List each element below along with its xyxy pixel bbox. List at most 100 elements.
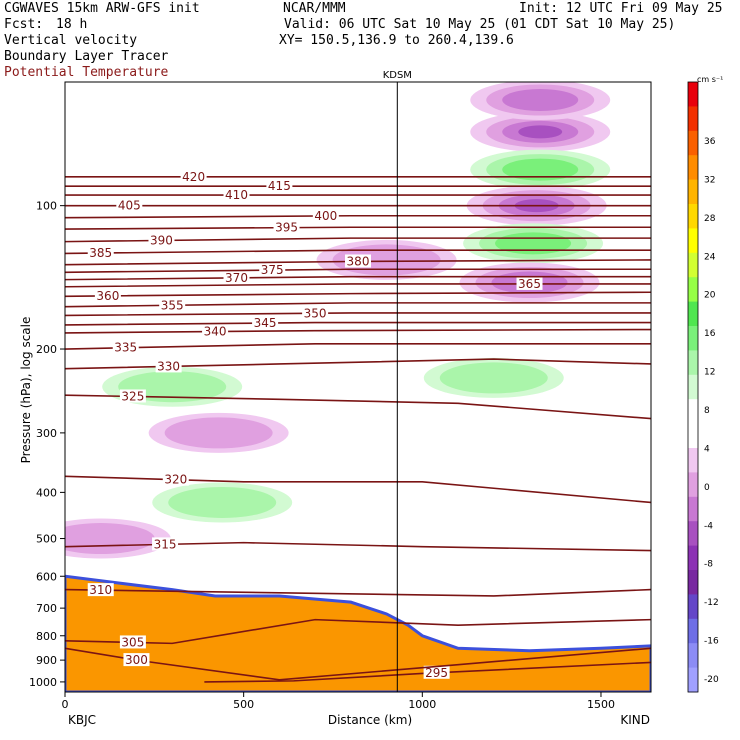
w-blob-7-1 xyxy=(164,417,273,449)
theta-label-370: 370 xyxy=(225,271,248,285)
colorbar-swatch-23 xyxy=(688,643,698,669)
station-marker-label: KDSM xyxy=(383,70,412,81)
colorbar-tick-1: 32 xyxy=(704,175,715,185)
theta-label-bg-350 xyxy=(302,306,329,320)
y-tick-label-7: 800 xyxy=(36,630,57,643)
colorbar-swatch-21 xyxy=(688,594,698,620)
w-blob-5-2 xyxy=(502,88,579,111)
colorbar-tick-10: -4 xyxy=(704,521,713,531)
theta-label-bg-310 xyxy=(87,583,114,597)
theta-label-bg-355 xyxy=(159,298,186,312)
theta-label-350: 350 xyxy=(304,306,327,320)
theta-label-390: 390 xyxy=(150,233,173,247)
theta-contour-400 xyxy=(65,214,651,219)
theta-label-335: 335 xyxy=(114,341,137,355)
theta-contour-360 xyxy=(65,291,651,298)
colorbar-tick-2: 28 xyxy=(704,214,716,224)
y-tick-label-9: 1000 xyxy=(29,676,57,689)
theta-label-bg-340 xyxy=(202,324,229,338)
colorbar-tick-14: -20 xyxy=(704,675,719,685)
theta-label-410: 410 xyxy=(225,188,248,202)
colorbar-swatch-0 xyxy=(688,82,698,107)
theta-label-415: 415 xyxy=(268,179,291,193)
colorbar-tick-8: 4 xyxy=(704,444,710,454)
colorbar: 36 32 28 24 20 16 12 8 4 0 -4 -8 -12 -16 -20 xyxy=(687,81,719,693)
theta-label-345: 345 xyxy=(254,316,277,330)
theta-label-bg-370 xyxy=(223,270,250,284)
colorbar-tick-12: -12 xyxy=(704,598,719,608)
colorbar-swatch-24 xyxy=(688,667,698,693)
y-tick-label-8: 900 xyxy=(36,654,57,667)
colorbar-swatch-16 xyxy=(688,472,698,498)
x-tick-label-1: 500 xyxy=(233,698,254,711)
theta-contour-340 xyxy=(65,328,651,334)
colorbar-tick-7: 8 xyxy=(704,406,710,416)
theta-label-400: 400 xyxy=(314,209,337,223)
x-tick-label-2: 1000 xyxy=(408,698,436,711)
theta-label-380: 380 xyxy=(347,254,370,268)
theta-contour-350 xyxy=(65,312,651,317)
org-label: NCAR/MMM xyxy=(283,1,346,16)
colorbar-swatch-15 xyxy=(688,448,698,473)
theta-contour-370 xyxy=(65,275,651,281)
theta-contour-375 xyxy=(65,268,651,274)
left-station-label: KBJC xyxy=(68,713,96,727)
colorbar-swatch-14 xyxy=(688,423,698,449)
theta-label-bg-320 xyxy=(162,472,189,486)
theta-contour-385 xyxy=(65,249,651,255)
theta-contour-325 xyxy=(65,394,651,420)
theta-label-bg-295 xyxy=(423,665,450,679)
y-tick-label-3: 400 xyxy=(36,486,57,499)
theta-label-bg-400 xyxy=(312,208,339,222)
theta-label-405: 405 xyxy=(118,199,141,213)
theta-label-bg-390 xyxy=(148,233,175,247)
y-tick-label-1: 200 xyxy=(36,343,57,356)
theta-label-bg-335 xyxy=(112,340,139,354)
y-axis-label: Pressure (hPa), log scale xyxy=(19,317,33,464)
colorbar-tick-6: 12 xyxy=(704,368,715,378)
colorbar-tick-13: -16 xyxy=(704,637,719,647)
theta-contour-335 xyxy=(65,342,651,350)
theta-contour-355 xyxy=(65,302,651,308)
init-time: Init: 12 UTC Fri 09 May 25 xyxy=(519,1,723,16)
w-blob-3-2 xyxy=(495,232,572,255)
colorbar-swatch-20 xyxy=(688,570,698,595)
theta-label-bg-360 xyxy=(94,288,121,302)
theta-label-bg-375 xyxy=(259,263,286,277)
potential-temperature-contours: 295 300 305 310 315 320 325 330 335 340 345 350 355 3… xyxy=(65,169,651,683)
theta-label-365: 365 xyxy=(518,277,541,291)
colorbar-swatch-18 xyxy=(688,521,698,547)
theta-label-375: 375 xyxy=(261,263,284,277)
forecast-value: 18 h xyxy=(56,17,88,32)
cross-section-endpoints: XY= 150.5,136.9 to 260.4,139.6 xyxy=(279,33,514,48)
w-blob-1-2 xyxy=(502,158,579,181)
w-blob-8-1 xyxy=(168,486,277,518)
colorbar-swatch-13 xyxy=(688,399,698,425)
colorbar-swatch-22 xyxy=(688,618,698,644)
colorbar-swatch-1 xyxy=(688,106,698,132)
theta-label-315: 315 xyxy=(154,537,177,551)
plot-frame xyxy=(64,81,652,693)
theta-contour-330 xyxy=(65,358,651,370)
theta-label-bg-315 xyxy=(152,537,179,551)
theta-label-bg-365 xyxy=(516,276,543,290)
theta-label-300: 300 xyxy=(125,653,148,667)
theta-label-325: 325 xyxy=(121,389,144,403)
theta-label-395: 395 xyxy=(275,221,298,235)
theta-label-385: 385 xyxy=(89,246,112,260)
colorbar-swatch-9 xyxy=(688,301,698,327)
colorbar-swatch-10 xyxy=(688,326,698,351)
colorbar-tick-11: -8 xyxy=(704,560,713,570)
theta-label-bg-405 xyxy=(116,198,143,212)
colorbar-frame xyxy=(687,81,699,693)
field-vertical-velocity: Vertical velocity xyxy=(4,33,138,48)
theta-label-355: 355 xyxy=(161,298,184,312)
colorbar-swatch-2 xyxy=(688,130,698,156)
colorbar-swatch-8 xyxy=(688,277,698,303)
theta-label-bg-415 xyxy=(266,179,293,193)
theta-contour-345 xyxy=(65,321,651,326)
theta-contour-300 xyxy=(65,647,651,681)
theta-label-320: 320 xyxy=(164,473,187,487)
y-tick-label-4: 500 xyxy=(36,533,57,546)
